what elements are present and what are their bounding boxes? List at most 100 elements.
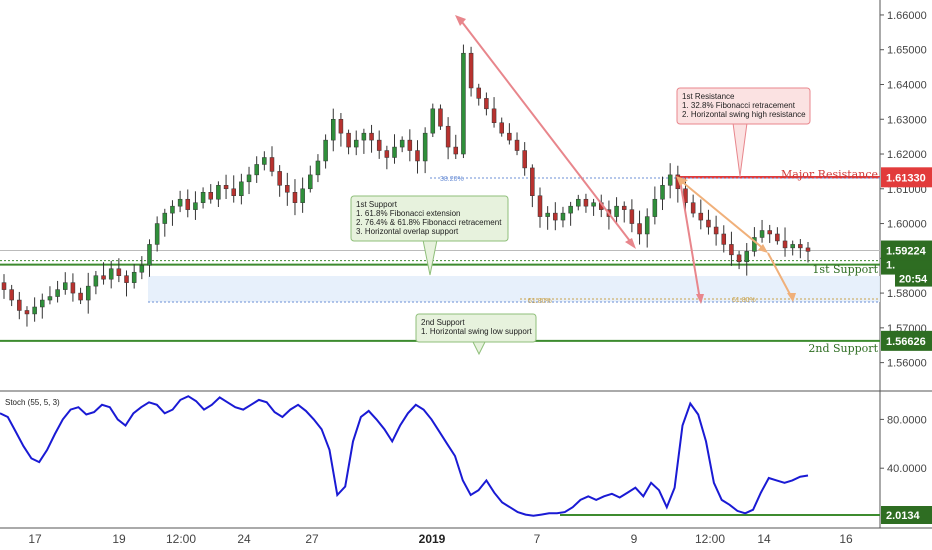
candle-body [422,132,428,162]
stoch-tick-label: 80.0000 [887,414,927,426]
candle-body [331,119,336,141]
stoch-line[interactable] [0,395,809,517]
arrow-head-top [455,15,466,26]
time-tick-label: 27 [305,532,319,546]
candle-body [185,198,191,210]
major-resistance-label: Major Resistance [781,168,878,181]
candle-body [407,139,413,151]
candle-body [537,195,543,217]
candle-body [491,108,497,123]
candle-body [499,122,504,134]
support-1-note-line-4: 3. Horizontal overlap support [356,227,459,236]
time-tick-label: 12:00 [166,532,196,546]
candle-body [78,292,83,301]
support-1-note-line-3: 2. 76.4% & 61.8% Fibonacci retracement [356,218,502,227]
price-tick-label: 1.65000 [887,45,927,57]
stoch-axis[interactable]: 80.0000 40.0000 [880,414,927,475]
price-axis[interactable]: 1.660001.650001.640001.630001.620001.610… [880,10,927,370]
candle-body [415,150,420,162]
candle-body [9,289,14,301]
candle-body [353,139,359,148]
candle-body [706,219,711,228]
first-support-label: 1st Support [812,263,878,276]
candle-body [193,202,198,210]
price-badge-box [881,167,932,188]
candle-body [300,188,305,203]
candle-body [729,244,734,256]
candle-body [216,185,221,200]
arrow-head-2 [696,294,704,304]
candle-body [246,174,252,183]
candle-body [430,108,436,134]
time-tick-label: 17 [28,532,42,546]
price-tick-label: 1.66000 [887,10,927,22]
time-axis[interactable]: 17 19 12:00 24 27 2019 7 9 12:00 14 16 [28,532,853,546]
candle-body [24,310,30,315]
time-tick-label: 12:00 [695,532,725,546]
candle-body [223,185,229,190]
candle-body [767,230,772,235]
candle-body [70,282,76,294]
candle-body [522,150,527,169]
second-support-label: 2nd Support [808,342,878,355]
resistance-note-line-1: 1st Resistance [682,92,735,101]
candle-body [507,132,512,141]
candle-body [208,192,213,200]
candle-body [254,164,259,176]
candle-body [736,254,742,263]
candle-body [239,181,244,196]
candle-body [154,223,160,245]
resistance-note[interactable]: 1st Resistance 1. 32.8% Fibonacci retrac… [676,87,811,177]
time-tick-label: 9 [631,532,638,546]
trend-arrows [455,15,796,304]
arrow-orange-1 [679,179,766,251]
resistance-note-line-2: 1. 32.8% Fibonacci retracement [682,101,796,110]
candle-body [805,247,811,252]
candle-body [17,299,22,311]
countdown-badge-value: 20:54 [899,274,928,286]
candle-body [269,157,275,172]
candle-body [392,146,397,158]
candle-body [690,202,696,214]
support-1-note-line-1: 1st Support [356,200,398,209]
candle-body [139,265,145,273]
candle-body [200,192,206,203]
candle-body [476,87,481,99]
candle-body [85,285,91,301]
candle-body [568,205,573,214]
candle-body [775,233,780,242]
candle-body [384,150,390,158]
price-tick-label: 1.64000 [887,79,927,91]
candle-body [124,275,129,283]
candle-body [346,132,351,148]
candle-body [369,132,374,141]
candle-body [40,299,45,308]
support-1-note[interactable]: 1st Support 1. 61.8% Fibonacci extension… [350,195,509,276]
candle-body [315,160,321,176]
resistance-note-box [676,87,811,125]
candle-body [759,230,765,238]
candle-body [713,226,719,235]
candle-body [629,209,635,224]
arrow-down-1 [461,21,634,246]
candle-body [277,171,282,186]
support-2-note[interactable]: 2nd Support 1. Horizontal swing low supp… [415,313,537,356]
candlesticks[interactable] [1,44,811,327]
candle-body [744,251,749,263]
candle-body [667,174,673,186]
candle-body [147,244,152,266]
candle-body [621,205,627,210]
candle-body [591,202,596,207]
time-tick-label: 2019 [419,532,446,546]
candle-body [445,125,451,148]
price-badge-value: 1.59224 [886,246,927,258]
price-badge-value: 1.56626 [886,336,926,348]
price-tick-label: 1.62000 [887,149,927,161]
resistance-note-line-3: 2. Horizontal swing high resistance [682,110,806,119]
price-tick-label: 1.56000 [887,358,927,370]
price-tick-label: 1.58000 [887,288,927,300]
price-badges: 1.61330 1. 1.56626 1.59224 20:54 [881,167,932,351]
candle-body [292,192,298,203]
candle-body [438,108,443,127]
candle-body [468,52,474,89]
